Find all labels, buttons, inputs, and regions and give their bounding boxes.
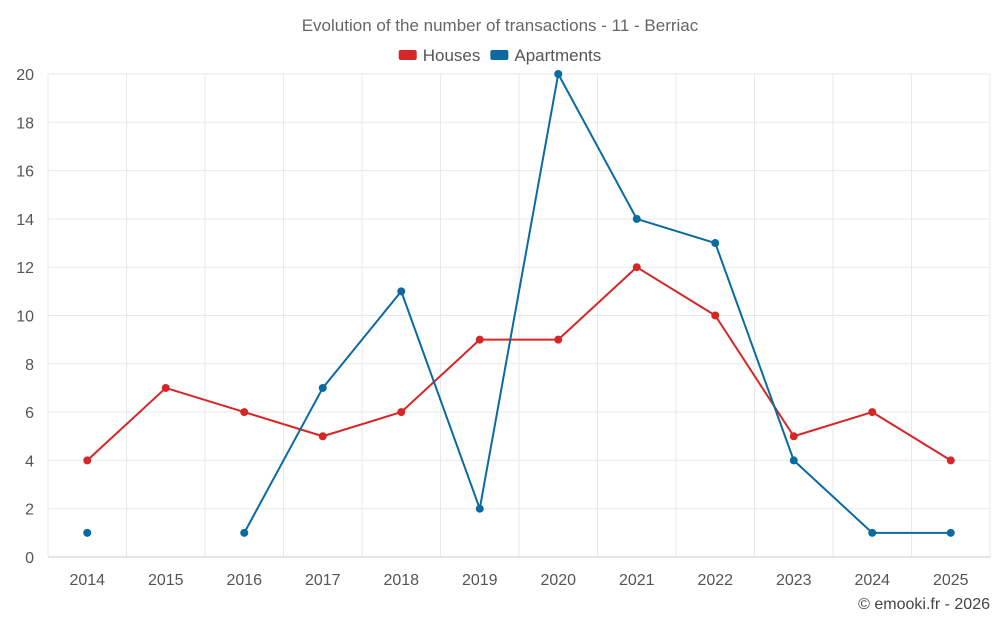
x-tick-label: 2016: [226, 572, 262, 589]
data-point[interactable]: [711, 239, 720, 248]
data-point[interactable]: [83, 456, 92, 465]
series-group: [83, 70, 955, 537]
data-point[interactable]: [240, 408, 249, 417]
chart-title: Evolution of the number of transactions …: [302, 16, 699, 35]
y-tick-label: 16: [16, 164, 34, 181]
y-tick-label: 18: [16, 115, 34, 132]
data-point[interactable]: [318, 432, 327, 441]
y-tick-label: 6: [25, 405, 34, 422]
data-point[interactable]: [161, 383, 170, 392]
x-tick-label: 2017: [305, 572, 341, 589]
data-point[interactable]: [632, 214, 641, 223]
x-tick-label: 2015: [148, 572, 184, 589]
legend-item-apartments[interactable]: Apartments: [490, 46, 601, 65]
data-point[interactable]: [240, 528, 249, 537]
data-point[interactable]: [475, 504, 484, 513]
legend: Houses Apartments: [398, 46, 601, 65]
data-point[interactable]: [789, 432, 798, 441]
data-point[interactable]: [946, 528, 955, 537]
data-point[interactable]: [397, 408, 406, 417]
y-tick-label: 20: [16, 67, 34, 84]
x-tick-label: 2019: [462, 572, 498, 589]
x-tick-label: 2024: [854, 572, 890, 589]
y-tick-label: 8: [25, 357, 34, 374]
y-tick-label: 12: [16, 260, 34, 277]
x-tick-label: 2022: [697, 572, 733, 589]
data-point[interactable]: [83, 528, 92, 537]
data-point[interactable]: [632, 263, 641, 272]
data-point[interactable]: [397, 287, 406, 296]
series-line: [86, 266, 952, 462]
x-tick-label: 2021: [619, 572, 655, 589]
legend-swatch: [490, 50, 509, 60]
data-point[interactable]: [946, 456, 955, 465]
series-line: [243, 73, 951, 534]
legend-label: Apartments: [514, 46, 601, 65]
y-tick-label: 0: [25, 550, 34, 567]
data-point[interactable]: [318, 383, 327, 392]
data-point[interactable]: [868, 528, 877, 537]
data-point[interactable]: [554, 70, 563, 78]
data-point[interactable]: [711, 311, 720, 320]
data-point[interactable]: [868, 408, 877, 417]
x-tick-label: 2023: [776, 572, 812, 589]
series-houses: [83, 263, 955, 465]
y-tick-label: 10: [16, 309, 34, 326]
data-point[interactable]: [554, 335, 563, 344]
legend-swatch: [398, 50, 417, 60]
x-tick-label: 2025: [933, 572, 969, 589]
credit-text: © emooki.fr - 2026: [858, 596, 990, 613]
data-point[interactable]: [789, 456, 798, 465]
x-tick-label: 2014: [69, 572, 105, 589]
data-point[interactable]: [475, 335, 484, 344]
x-tick-label: 2018: [383, 572, 419, 589]
y-tick-label: 14: [16, 212, 34, 229]
grid: [47, 73, 991, 558]
x-tick-label: 2020: [540, 572, 576, 589]
axes: 0 2 4 6 8 10 12 14 16 18 20 2014 2015 2016 2017 2018 201…: [16, 67, 990, 589]
series-apartments: [83, 70, 955, 537]
y-tick-label: 2: [25, 502, 34, 519]
y-tick-label: 4: [25, 453, 34, 470]
legend-label: Houses: [423, 46, 481, 65]
legend-item-houses[interactable]: Houses: [398, 46, 481, 65]
